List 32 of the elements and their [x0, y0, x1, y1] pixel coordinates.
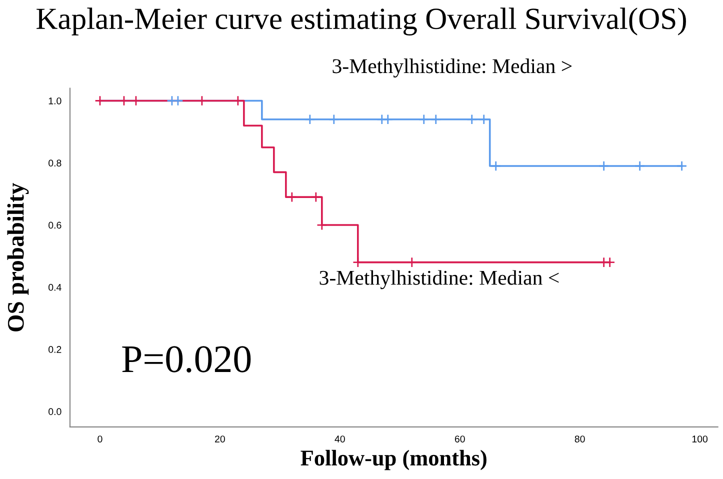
text: 3-Methylhistidine: Median > — [332, 58, 572, 78]
y-tick-label: 0.2 — [48, 346, 62, 353]
x-axis-title: Follow-up (months) — [300, 450, 486, 470]
point — [598, 160, 610, 172]
x-tick-label: 60 — [454, 436, 465, 442]
point — [490, 160, 502, 172]
point — [418, 114, 430, 125]
point — [304, 114, 316, 125]
x-tick-label: 40 — [334, 436, 345, 442]
x-tick-label: 100 — [692, 436, 708, 442]
x-tick-label: 80 — [574, 436, 585, 442]
y-tick-label: 0.6 — [48, 222, 62, 229]
y-tick-label: 0.4 — [48, 284, 62, 291]
point — [676, 160, 688, 172]
point — [478, 114, 490, 125]
point — [466, 114, 478, 125]
y-tick-label: 1.0 — [48, 97, 62, 104]
point — [286, 192, 298, 202]
point — [316, 220, 328, 230]
x-tick-label: 0 — [98, 436, 102, 442]
y-axis-title: OS probability — [7, 182, 29, 332]
point — [328, 114, 340, 125]
y-tick-label: 0.0 — [48, 408, 62, 416]
y-tick-label: 0.8 — [48, 160, 62, 167]
chart-title: Kaplan-Meier curve estimating Overall Survival(OS) — [36, 8, 686, 36]
point — [382, 114, 394, 125]
series-label: 3-Methylhistidine: Median < — [320, 270, 559, 290]
annotation: P=0.020 — [122, 346, 251, 373]
x-tick-label: 20 — [215, 436, 225, 442]
point — [430, 114, 442, 125]
point — [310, 192, 322, 202]
point — [634, 160, 646, 172]
